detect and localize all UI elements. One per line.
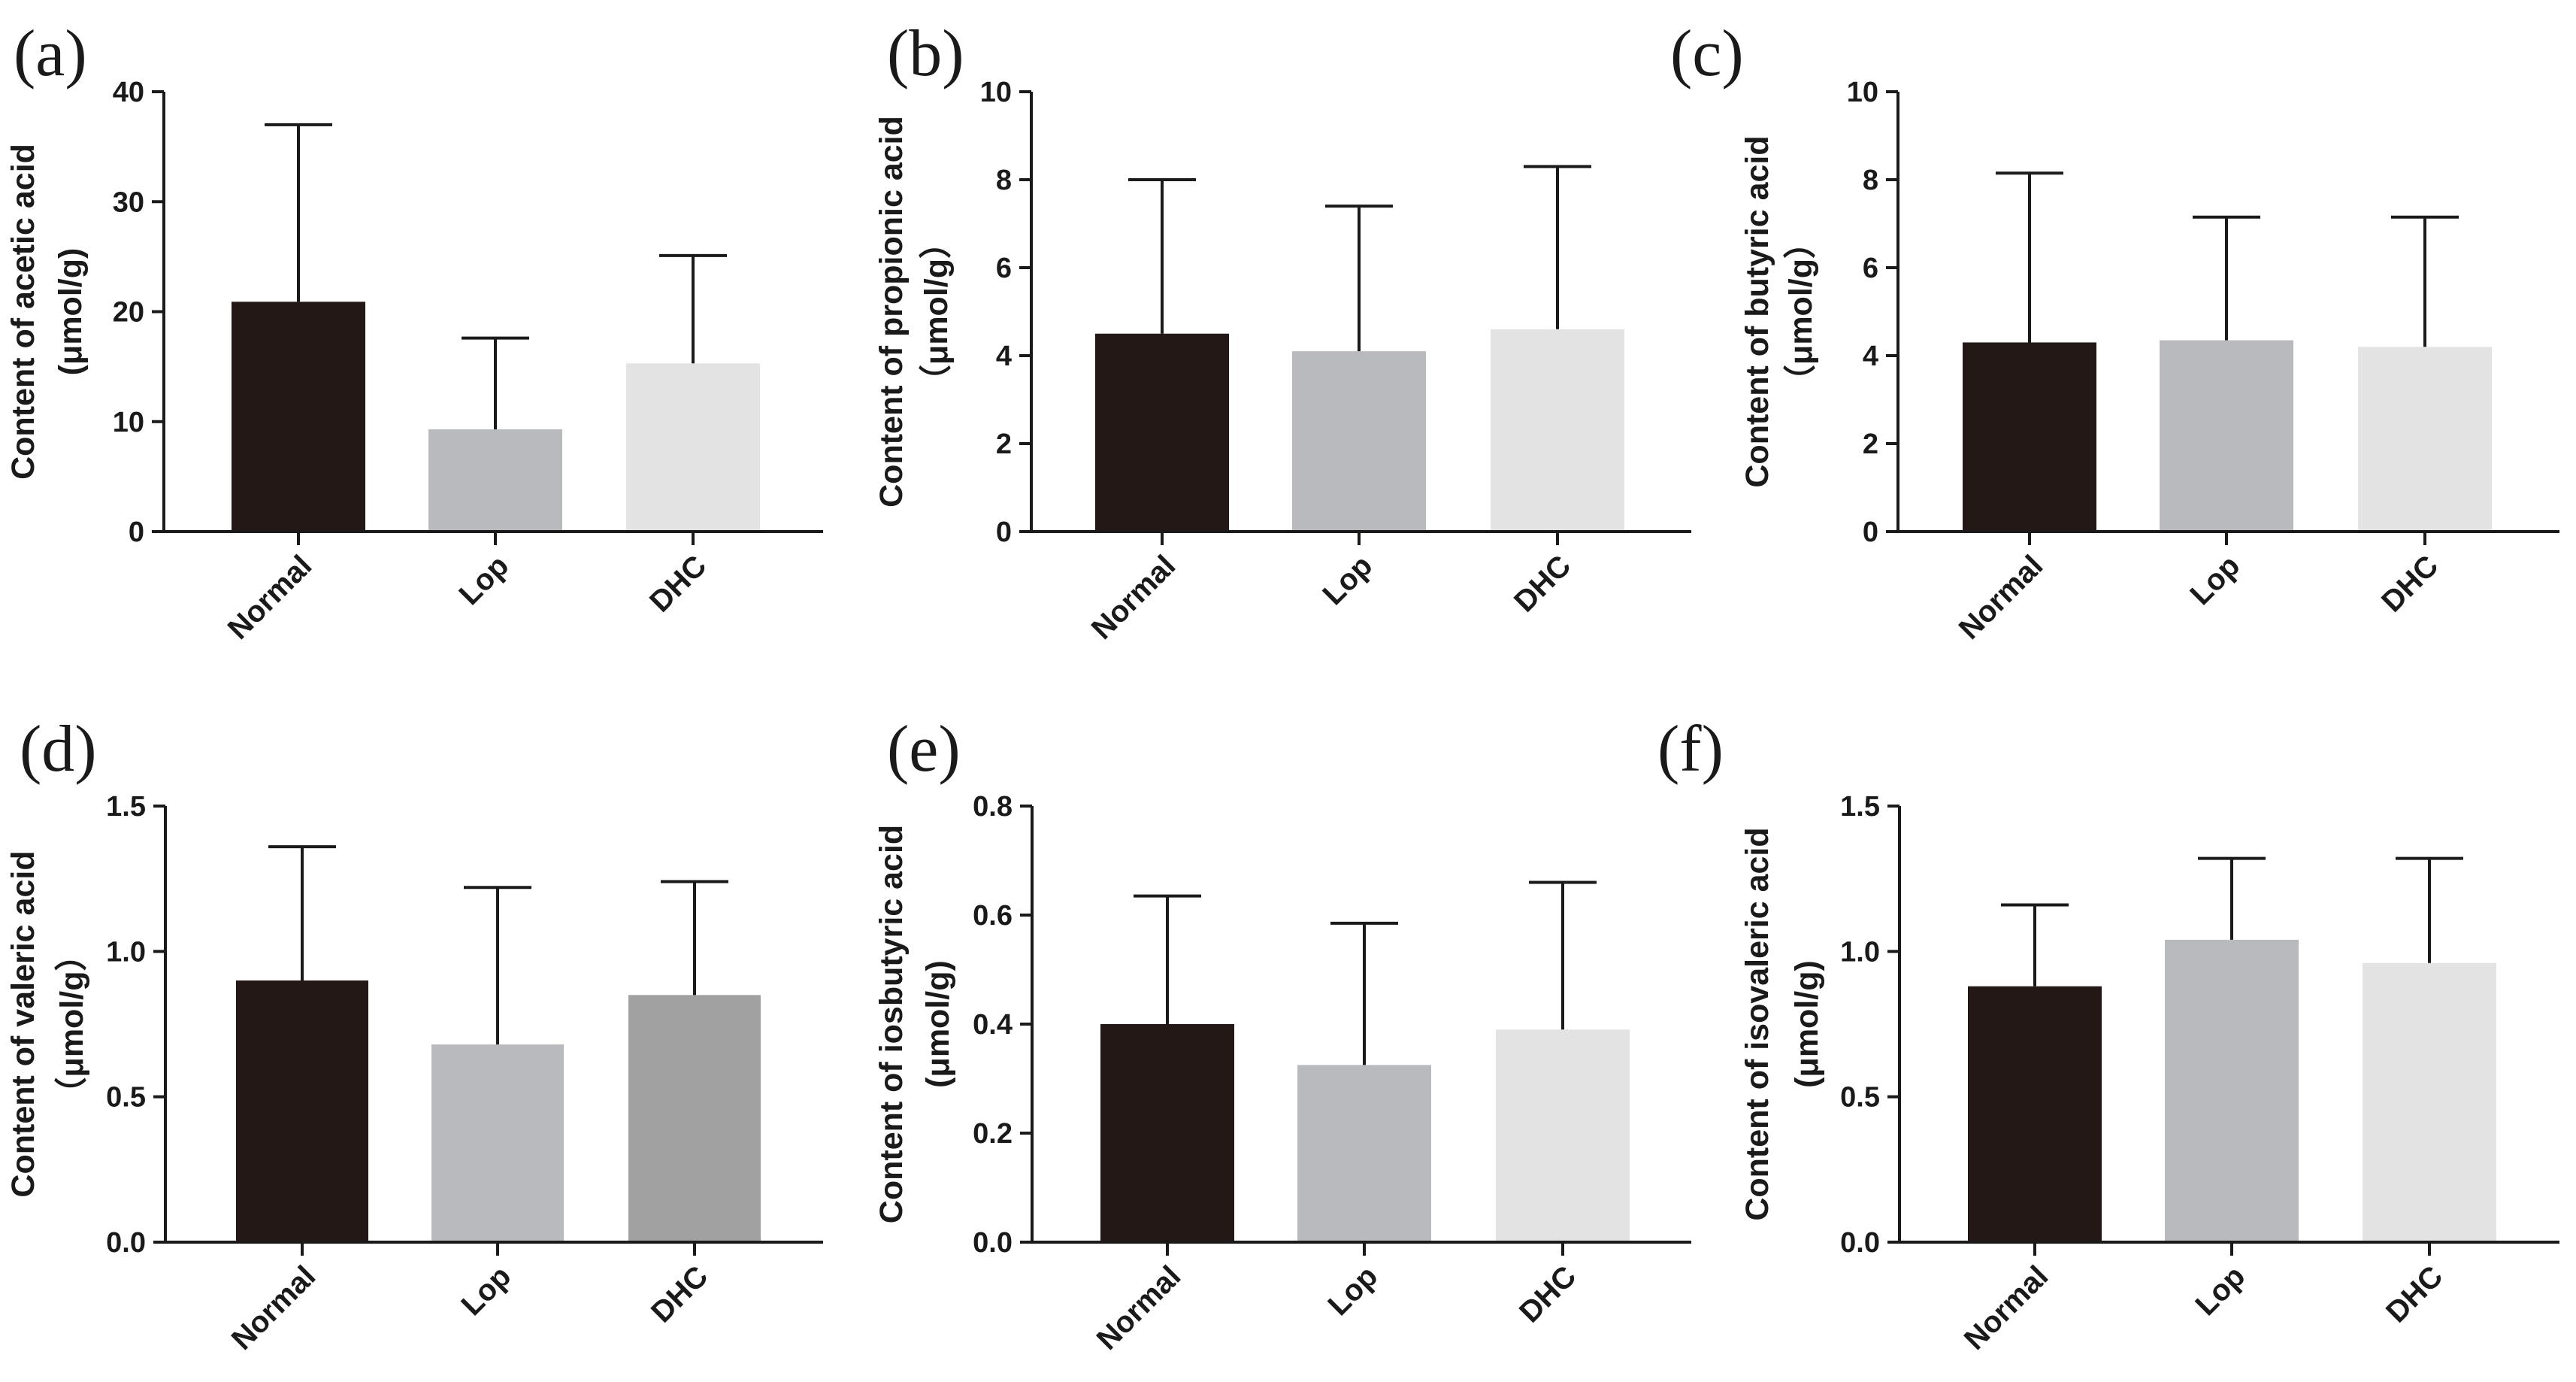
x-tick-label-lop: Lop bbox=[1316, 549, 1379, 611]
panel-label: (a) bbox=[14, 17, 87, 90]
bar-normal bbox=[1963, 342, 2096, 532]
y-tick-label: 0 bbox=[129, 517, 144, 548]
y-tick-label: 8 bbox=[1863, 165, 1878, 196]
y-tick-label: 0.4 bbox=[973, 1009, 1013, 1041]
y-tick-label: 20 bbox=[113, 297, 144, 329]
bar-normal bbox=[1100, 1024, 1234, 1242]
bar-normal bbox=[236, 980, 368, 1242]
bar-dhc bbox=[1496, 1029, 1630, 1242]
y-tick-label: 0.0 bbox=[1840, 1227, 1880, 1259]
y-tick-label: 4 bbox=[1863, 341, 1878, 372]
chart-panel-6: (f) Content of isovaleric acid (μmol/g) 0.0… bbox=[1657, 713, 2559, 1356]
x-tick-label-normal: Normal bbox=[226, 1259, 322, 1356]
x-tick-label-dhc: DHC bbox=[645, 1259, 714, 1329]
y-axis-title: Content of isovaleric acid bbox=[1739, 827, 1775, 1220]
bar-normal bbox=[1095, 333, 1229, 532]
x-tick-label-lop: Lop bbox=[2184, 549, 2246, 611]
y-tick-label: 0 bbox=[1863, 517, 1878, 548]
y-tick-label: 1.0 bbox=[1840, 936, 1880, 968]
y-tick-label: 0.6 bbox=[973, 900, 1013, 932]
bar-lop bbox=[428, 429, 562, 532]
y-tick-label: 0 bbox=[996, 517, 1012, 548]
x-tick-label-dhc: DHC bbox=[1513, 1259, 1582, 1329]
y-tick-label: 1.0 bbox=[106, 936, 146, 968]
chart-panel-3: (c) Content of butyric acid （μmol/g） 0 2 4 6 8 1… bbox=[1670, 17, 2559, 646]
y-tick-label: 1.5 bbox=[1840, 791, 1880, 823]
panel-label: (e) bbox=[887, 713, 961, 786]
x-tick-label-dhc: DHC bbox=[2380, 1259, 2449, 1329]
x-tick-label-normal: Normal bbox=[1085, 549, 1182, 646]
x-tick-label-normal: Normal bbox=[1953, 549, 2050, 646]
y-tick-label: 0.5 bbox=[106, 1082, 146, 1114]
y-axis-title: Content of iosbutyric acid bbox=[873, 825, 910, 1223]
y-tick-label: 6 bbox=[996, 253, 1012, 284]
chart-panel-2: (b) Content of propionic acid （μmol/g） 0 2 4 6… bbox=[873, 17, 1691, 646]
x-tick-label-dhc: DHC bbox=[1508, 549, 1577, 618]
y-tick-label: 40 bbox=[113, 77, 144, 108]
bar-dhc bbox=[2358, 347, 2492, 532]
panel-label: (f) bbox=[1657, 713, 1724, 786]
y-axis-title: Content of propionic acid bbox=[873, 116, 910, 508]
bar-lop bbox=[2160, 340, 2293, 532]
panel-label: (b) bbox=[887, 17, 964, 90]
bar-dhc bbox=[2363, 962, 2496, 1242]
y-tick-label: 0.0 bbox=[973, 1227, 1013, 1259]
x-tick-label-normal: Normal bbox=[1091, 1259, 1188, 1356]
y-axis-unit: (μmol/g) bbox=[920, 960, 956, 1088]
bar-dhc bbox=[626, 363, 760, 532]
chart-panel-5: (e) Content of iosbutyric acid (μmol/g) 0.0… bbox=[873, 713, 1691, 1356]
x-tick-label-lop: Lop bbox=[2189, 1259, 2251, 1322]
y-axis-unit: （μmol/g） bbox=[1783, 226, 1819, 397]
y-axis-title: Content of valeric acid bbox=[5, 850, 41, 1197]
y-tick-label: 6 bbox=[1863, 253, 1878, 284]
y-axis-unit: （μmol/g） bbox=[54, 939, 90, 1110]
y-tick-label: 8 bbox=[996, 165, 1012, 196]
x-tick-label-dhc: DHC bbox=[2375, 549, 2444, 618]
chart-panel-1: (a) Content of acetic acid (μmol/g) 0 10 20 30… bbox=[5, 17, 823, 646]
bar-lop bbox=[431, 1044, 564, 1242]
panel-label: (d) bbox=[20, 713, 97, 786]
bar-lop bbox=[1292, 351, 1426, 532]
panel-label: (c) bbox=[1670, 17, 1744, 90]
y-tick-label: 30 bbox=[113, 186, 144, 218]
y-tick-label: 1.5 bbox=[106, 791, 146, 823]
y-tick-label: 10 bbox=[980, 77, 1012, 108]
x-tick-label-lop: Lop bbox=[453, 549, 515, 611]
x-tick-label-lop: Lop bbox=[1321, 1259, 1384, 1322]
y-axis-title: Content of butyric acid bbox=[1739, 135, 1775, 487]
y-tick-label: 4 bbox=[996, 341, 1012, 372]
y-tick-label: 0.2 bbox=[973, 1118, 1013, 1150]
x-tick-label-lop: Lop bbox=[455, 1259, 517, 1322]
y-tick-label: 10 bbox=[1847, 77, 1878, 108]
bar-lop bbox=[1297, 1065, 1431, 1242]
bar-dhc bbox=[628, 995, 761, 1242]
bar-dhc bbox=[1491, 329, 1624, 532]
chart-panel-4: (d) Content of valeric acid （μmol/g） 0.0 0.5… bbox=[5, 713, 823, 1356]
bar-normal bbox=[1968, 986, 2102, 1242]
x-tick-label-normal: Normal bbox=[222, 549, 319, 646]
y-tick-label: 0.8 bbox=[973, 791, 1013, 823]
y-axis-unit: (μmol/g) bbox=[1789, 960, 1825, 1088]
y-tick-label: 2 bbox=[1863, 429, 1878, 460]
y-tick-label: 10 bbox=[113, 407, 144, 438]
bar-lop bbox=[2165, 939, 2299, 1242]
y-tick-label: 0.5 bbox=[1840, 1082, 1880, 1114]
y-tick-label: 0.0 bbox=[106, 1227, 146, 1259]
bar-normal bbox=[232, 302, 365, 532]
y-axis-title: Content of acetic acid bbox=[5, 144, 41, 480]
x-tick-label-dhc: DHC bbox=[643, 549, 713, 618]
y-axis-unit: (μmol/g) bbox=[53, 248, 89, 376]
y-tick-label: 2 bbox=[996, 429, 1012, 460]
y-axis-unit: （μmol/g） bbox=[919, 226, 955, 397]
x-tick-label-normal: Normal bbox=[1958, 1259, 2055, 1356]
